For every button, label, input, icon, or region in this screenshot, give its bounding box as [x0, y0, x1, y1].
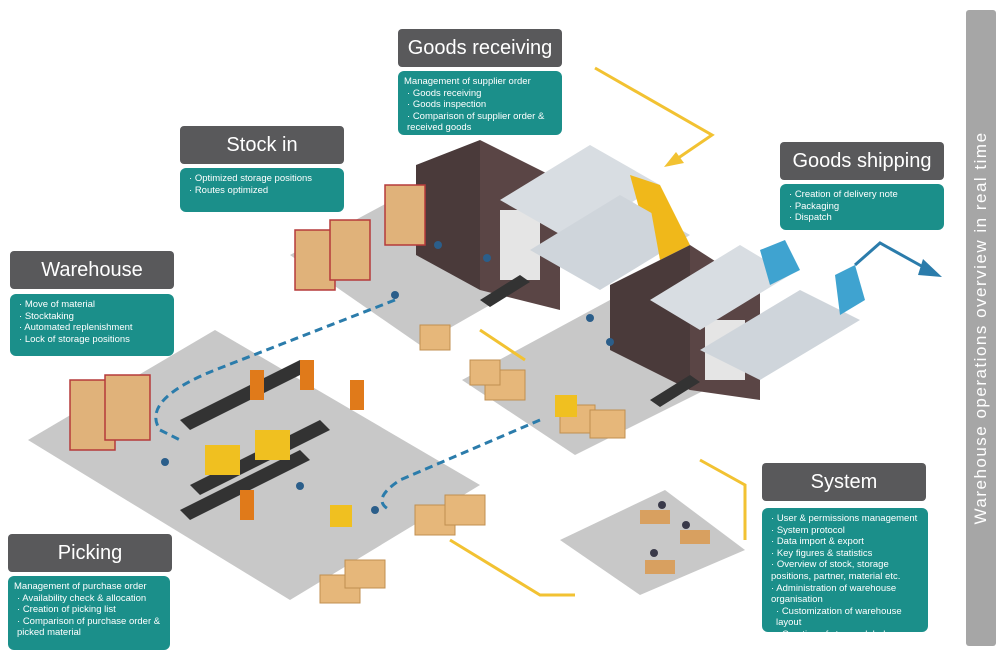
forklift-route	[154, 298, 541, 512]
stock-in-item: Routes optimized	[186, 185, 338, 197]
storage-shelf	[69, 184, 426, 451]
picking-item: Comparison of purchase order & picked ma…	[14, 616, 164, 639]
material-flow-route	[449, 66, 747, 597]
system-item: Administration of warehouse organisation	[768, 583, 922, 606]
truck-cab	[650, 205, 690, 260]
worker	[161, 241, 614, 514]
system-item: Key figures & statistics	[768, 548, 922, 560]
flow-arrow-head	[664, 152, 684, 167]
warehouse-box: Move of material Stocktaking Automated r…	[10, 294, 174, 356]
goods-shipping-title: Goods shipping	[780, 142, 944, 180]
goods-receiving-title: Goods receiving	[398, 29, 562, 67]
receiving-wall-left	[416, 140, 480, 290]
truck-cab	[835, 265, 865, 315]
robot-arm	[240, 360, 364, 520]
system-subitem: Creation of storage labels	[768, 629, 922, 641]
forklift	[330, 395, 577, 527]
picking-box: Management of purchase order Availabilit…	[8, 576, 170, 650]
goods-shipping-item: Creation of delivery note	[786, 189, 938, 201]
floor-office	[560, 490, 745, 595]
system-box: User & permissions management System pro…	[762, 508, 928, 640]
warehouse-item: Lock of storage positions	[16, 334, 168, 346]
picking-title: Picking	[8, 534, 172, 572]
picking-item: Creation of picking list	[14, 604, 164, 616]
system-title: System	[762, 463, 926, 501]
goods-shipping-item: Packaging	[786, 201, 938, 213]
system-item: System protocol	[768, 525, 922, 537]
warehouse-item: Automated replenishment	[16, 322, 168, 334]
office-desk	[640, 510, 710, 574]
goods-receiving-item: Comparison of supplier order & received …	[404, 111, 556, 134]
sidebar-label: Warehouse operations overview in real ti…	[971, 131, 990, 525]
stock-in-item: Optimized storage positions	[186, 173, 338, 185]
truck-trailer	[650, 245, 790, 330]
system-item: Data import & export	[768, 536, 922, 548]
shipping-wall-left	[610, 245, 690, 390]
goods-shipping-item: Dispatch	[786, 212, 938, 224]
machine	[205, 430, 290, 475]
goods-receiving-box: Management of supplier order Goods recei…	[398, 71, 562, 135]
system-item: Overview of stock, storage positions, pa…	[768, 559, 922, 582]
stock-in-title: Stock in	[180, 126, 344, 164]
picking-item: Availability check & allocation	[14, 593, 164, 605]
stock-in-box: Optimized storage positions Routes optim…	[180, 168, 344, 212]
truck-trailer	[500, 145, 660, 240]
goods-receiving-heading: Management of supplier order	[404, 76, 531, 87]
dispatch-route	[854, 241, 926, 270]
warehouse-item: Stocktaking	[16, 311, 168, 323]
goods-receiving-item: Goods receiving	[404, 88, 556, 100]
goods-shipping-box: Creation of delivery note Packaging Disp…	[780, 184, 944, 230]
realtime-overview-sidebar: Warehouse operations overview in real ti…	[966, 10, 996, 646]
dispatch-arrow-head	[918, 259, 942, 277]
warehouse-item: Move of material	[16, 299, 168, 311]
truck-trailer	[530, 195, 690, 290]
warehouse-title: Warehouse	[10, 251, 174, 289]
system-subitem: Customization of warehouse layout	[768, 606, 922, 629]
goods-receiving-item: Goods inspection	[404, 99, 556, 111]
office-worker	[650, 501, 690, 557]
pallet-boxes	[319, 324, 626, 604]
truck-cab	[760, 240, 800, 285]
system-item: User & permissions management	[768, 513, 922, 525]
picking-heading: Management of purchase order	[14, 581, 147, 592]
receiving-door	[500, 210, 540, 280]
truck-trailer	[700, 290, 860, 380]
